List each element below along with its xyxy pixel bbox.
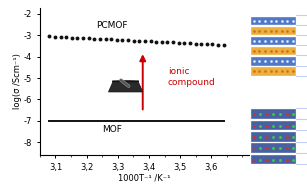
Bar <box>251 109 296 119</box>
Text: MOF: MOF <box>102 125 122 134</box>
Bar <box>251 155 296 164</box>
Ellipse shape <box>114 81 137 82</box>
Bar <box>251 57 296 66</box>
Bar <box>251 143 296 153</box>
Polygon shape <box>108 81 143 92</box>
Bar <box>251 47 296 55</box>
Text: PCMOF: PCMOF <box>96 21 127 30</box>
X-axis label: 1000T⁻¹ /K⁻¹: 1000T⁻¹ /K⁻¹ <box>118 174 171 183</box>
Bar <box>251 132 296 142</box>
Bar <box>251 67 296 76</box>
Text: ionic
compound: ionic compound <box>168 67 216 87</box>
Bar <box>251 37 296 45</box>
Y-axis label: log(σ /Scm⁻¹): log(σ /Scm⁻¹) <box>13 53 22 109</box>
Bar <box>251 17 296 25</box>
Bar <box>251 121 296 130</box>
Bar <box>251 27 296 35</box>
